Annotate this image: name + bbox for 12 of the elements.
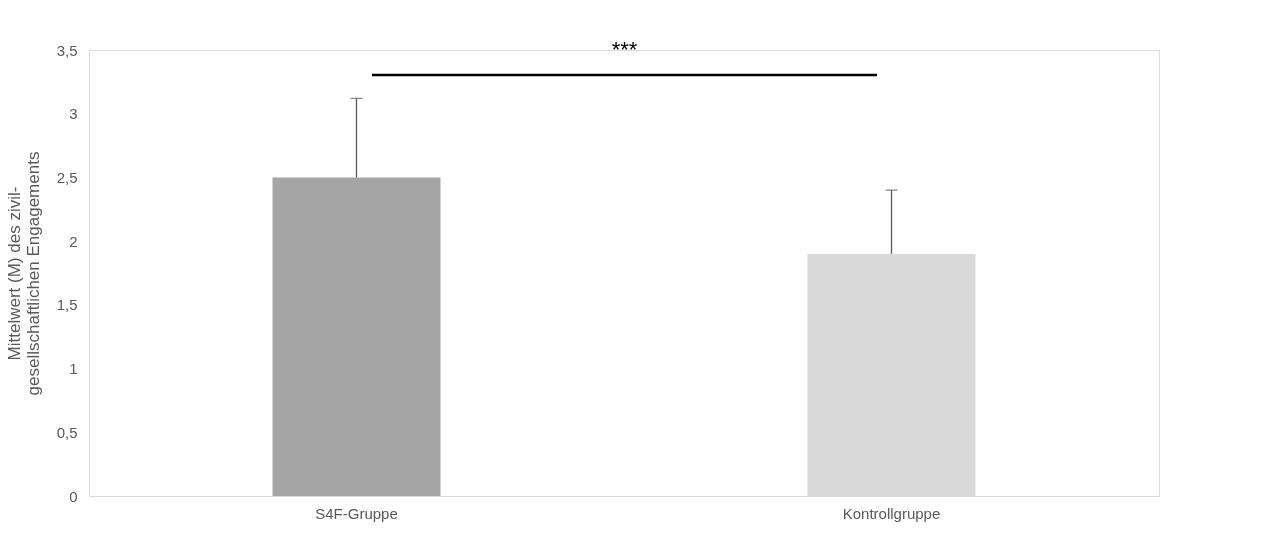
- y-tick-label: 2: [69, 232, 78, 250]
- annotation: ***: [611, 37, 638, 62]
- y-axis-title: Mittelwert (M) des zivil- gesellschaftlichen Engagements: [4, 151, 43, 396]
- y-tick-label: 3: [69, 105, 78, 123]
- y-tick-label: 3,5: [56, 41, 78, 59]
- x-tick-label: S4F-Gruppe: [315, 504, 398, 522]
- y-tick-label: 0,5: [56, 423, 78, 441]
- y-tick-label: 1,5: [56, 296, 78, 314]
- y-tick-label: 1: [69, 360, 78, 378]
- y-tick-label: 2,5: [56, 168, 78, 186]
- y-tick-label: 0: [69, 487, 78, 505]
- x-tick-label: Kontrollgruppe: [842, 504, 941, 522]
